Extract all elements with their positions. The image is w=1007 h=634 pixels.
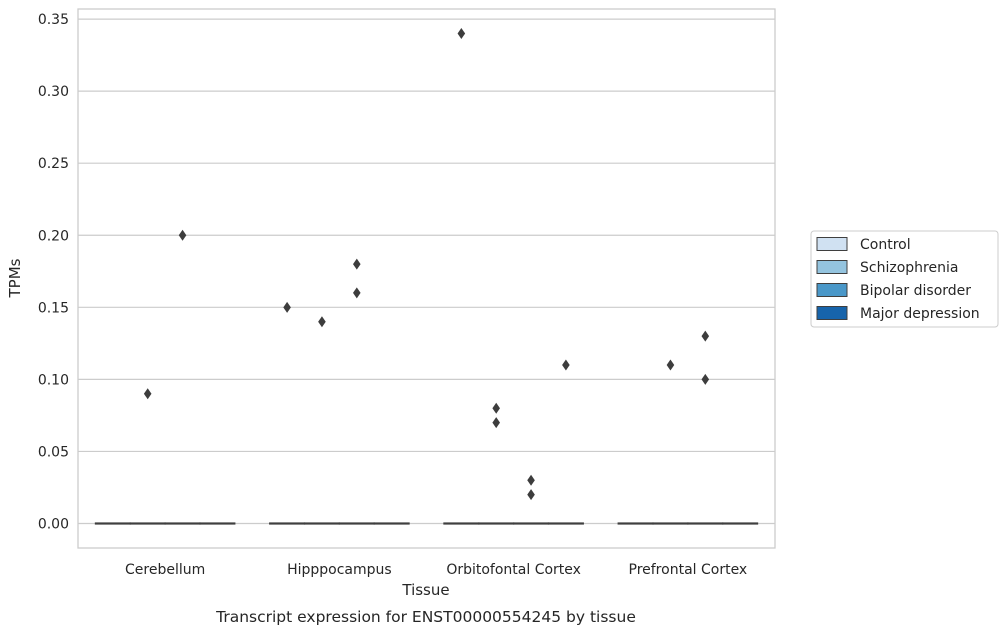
x-tick-label: Cerebellum — [125, 562, 205, 578]
legend-label: Schizophrenia — [860, 260, 958, 276]
legend-swatch — [816, 260, 848, 274]
outlier-point — [701, 373, 710, 385]
outlier-point — [527, 489, 535, 501]
x-tick-labels: Cerebellum Hipppocampus Orbitofontal Corte… — [125, 562, 747, 578]
x-axis-title: Tissue — [401, 581, 449, 599]
legend-frame — [810, 230, 999, 328]
x-tick-label: Orbitofontal Cortex — [446, 562, 581, 578]
y-tick-label: 0.20 — [38, 228, 69, 244]
outlier-point — [143, 388, 152, 400]
outlier-point — [666, 359, 675, 371]
x-tick-label: Hipppocampus — [287, 562, 392, 578]
outlier-point — [353, 258, 361, 270]
outlier-point — [318, 316, 326, 328]
boxes — [94, 522, 759, 525]
legend-swatch — [816, 306, 848, 320]
legend-swatch — [816, 237, 848, 251]
y-tick-label: 0.25 — [38, 156, 69, 172]
y-tick-label: 0.15 — [38, 300, 69, 316]
legend-swatch — [816, 283, 848, 297]
y-tick-label: 0.05 — [38, 444, 69, 460]
outlier-point — [457, 28, 466, 39]
y-tick-labels: 0.00 0.05 0.10 0.15 0.20 0.25 0.30 0.35 — [38, 12, 69, 532]
plot-area-frame — [77, 8, 776, 549]
y-tick-label: 0.30 — [38, 84, 69, 100]
y-axis-title: TPMs — [6, 258, 24, 298]
legend-label: Major depression — [860, 306, 980, 322]
outlier-point — [178, 229, 187, 241]
y-tick-label: 0.35 — [38, 12, 69, 28]
gridlines — [78, 18, 775, 525]
outlier-points — [143, 28, 710, 501]
legend: Control Schizophrenia Bipolar disorder Majo… — [810, 230, 999, 328]
legend-label: Bipolar disorder — [860, 283, 971, 299]
outlier-point — [527, 474, 535, 486]
legend-label: Control — [860, 237, 911, 253]
outlier-point — [701, 330, 710, 342]
outlier-point — [492, 417, 500, 429]
outlier-point — [492, 402, 500, 414]
y-tick-label: 0.10 — [38, 372, 69, 388]
y-tick-label: 0.00 — [38, 517, 69, 533]
chart-caption: Transcript expression for ENST0000055424… — [215, 608, 636, 626]
x-tick-label: Prefrontal Cortex — [629, 562, 748, 578]
outlier-point — [353, 287, 361, 299]
outlier-point — [283, 301, 291, 313]
outlier-point — [562, 359, 570, 371]
